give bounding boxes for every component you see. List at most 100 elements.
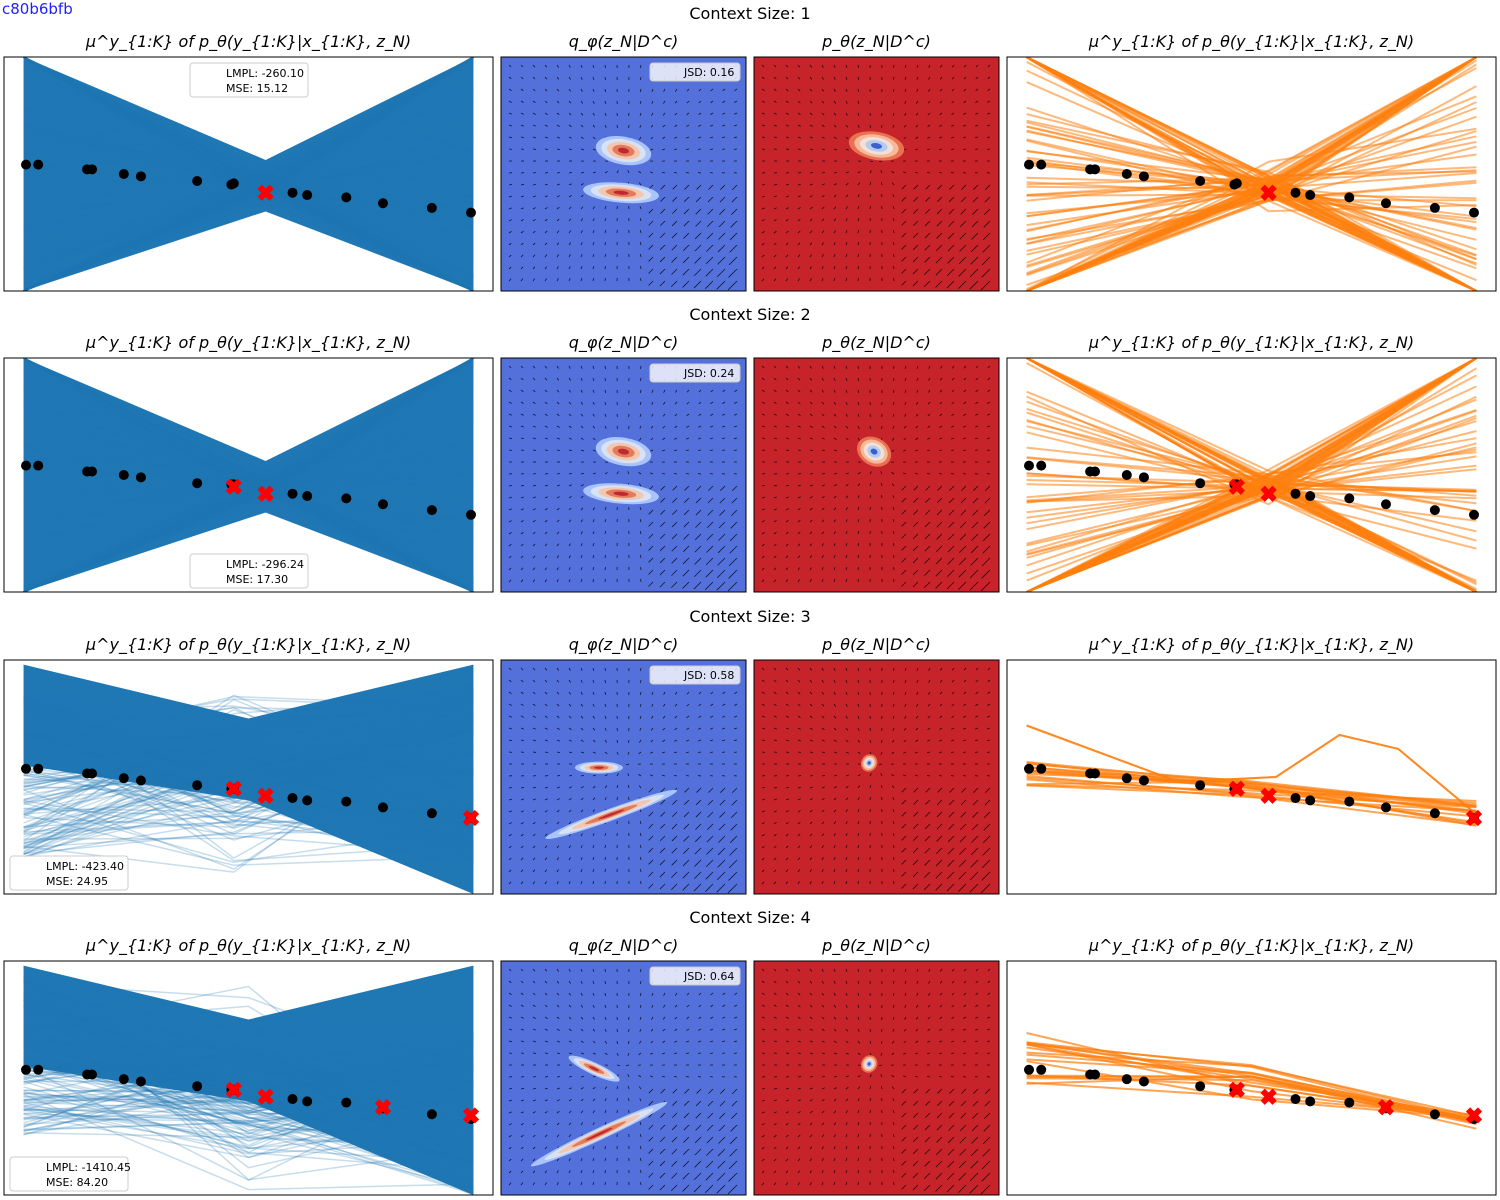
vector-arrow [904, 389, 907, 393]
vector-arrow [568, 88, 572, 92]
vector-arrow [809, 809, 813, 813]
vector-arrow [592, 1181, 595, 1186]
vector-arrow [773, 555, 777, 559]
vector-arrow [695, 1112, 702, 1119]
vector-arrow [797, 1146, 801, 1150]
vector-arrow [912, 1148, 919, 1155]
vector-arrow [674, 425, 678, 429]
vector-arrow [731, 1088, 738, 1095]
sample-line [23, 684, 474, 751]
vector-arrow [975, 413, 979, 416]
sample-line [23, 748, 474, 856]
vector-arrow [604, 519, 607, 523]
vector-arrow [682, 1172, 690, 1180]
vector-arrow [845, 869, 848, 873]
vector-arrow [508, 727, 512, 730]
vector-arrow [936, 847, 943, 854]
vector-arrow [532, 531, 536, 535]
vector-arrow [797, 496, 801, 499]
vector-arrow [785, 555, 789, 559]
target-point [21, 763, 32, 774]
vector-arrow [924, 509, 931, 516]
vector-arrow [672, 196, 678, 202]
vector-arrow [915, 727, 919, 731]
row-title: Context Size: 3 [689, 607, 810, 626]
vector-arrow [845, 691, 848, 695]
vector-arrow [556, 365, 559, 369]
vector-arrow [912, 1184, 919, 1191]
sample-line [23, 373, 474, 592]
vector-arrow [901, 871, 907, 877]
sample-line [23, 483, 474, 592]
vector-arrow [568, 715, 572, 719]
sample-line [23, 124, 474, 291]
vector-arrow [638, 1052, 642, 1056]
vector-arrow [809, 1016, 813, 1020]
sample-line [23, 393, 474, 500]
vector-arrow [845, 992, 848, 996]
vector-arrow [893, 679, 895, 684]
vector-arrow [821, 881, 824, 885]
vector-arrow [951, 112, 955, 115]
sample-line [23, 1042, 474, 1094]
vector-arrow [913, 1100, 919, 1106]
vector-arrow [927, 715, 931, 719]
vector-arrow [971, 1124, 979, 1132]
vector-arrow [761, 508, 765, 511]
sample-line [23, 706, 474, 831]
vector-arrow [912, 244, 919, 251]
vector-arrow [761, 810, 765, 813]
vector-arrow [508, 1016, 512, 1019]
density-contour [867, 761, 871, 765]
vector-arrow [845, 112, 848, 116]
sample-line [23, 1095, 474, 1195]
vector-arrow [604, 124, 607, 128]
vector-arrow [674, 691, 678, 695]
sample-line [23, 714, 474, 803]
vector-arrow [568, 980, 571, 984]
vector-arrow [951, 64, 955, 68]
vector-arrow [508, 195, 512, 198]
vector-arrow [939, 389, 943, 393]
vector-arrow [951, 1016, 955, 1019]
vector-arrow [544, 195, 548, 198]
vector-arrow [773, 389, 777, 393]
vector-arrow [544, 484, 548, 487]
vector-arrow [845, 968, 848, 972]
vector-arrow [568, 389, 572, 393]
sample-line [23, 1014, 474, 1120]
vector-arrow [508, 437, 513, 440]
vector-arrow [821, 579, 824, 583]
vector-arrow [671, 1124, 678, 1131]
vector-arrow [651, 401, 654, 405]
vector-arrow [971, 232, 979, 240]
target-point [302, 795, 313, 806]
sample-line [23, 57, 474, 291]
vector-arrow [924, 859, 931, 866]
vector-arrow [508, 124, 512, 127]
vector-arrow [728, 859, 738, 869]
vector-arrow [544, 437, 548, 440]
vector-arrow [987, 1016, 991, 1019]
vector-arrow [544, 691, 548, 695]
vector-arrow [544, 64, 548, 68]
vector-arrow [761, 1028, 765, 1031]
vector-arrow [651, 389, 654, 393]
target-point [1290, 793, 1301, 804]
vector-arrow [916, 691, 919, 695]
vector-arrow [974, 136, 979, 139]
vector-arrow [568, 1158, 571, 1162]
vector-arrow [833, 691, 836, 695]
vector-arrow [659, 1136, 666, 1143]
vector-arrow [682, 557, 690, 565]
vector-arrow [785, 425, 789, 428]
vector-arrow [912, 1172, 919, 1179]
vector-arrow [556, 112, 560, 116]
vector-arrow [986, 136, 991, 139]
vector-arrow [580, 1098, 584, 1102]
target-point [1121, 773, 1132, 784]
vector-arrow [592, 880, 595, 885]
sample-line [23, 134, 474, 176]
vector-arrow [508, 691, 512, 695]
vector-arrow [903, 136, 907, 140]
